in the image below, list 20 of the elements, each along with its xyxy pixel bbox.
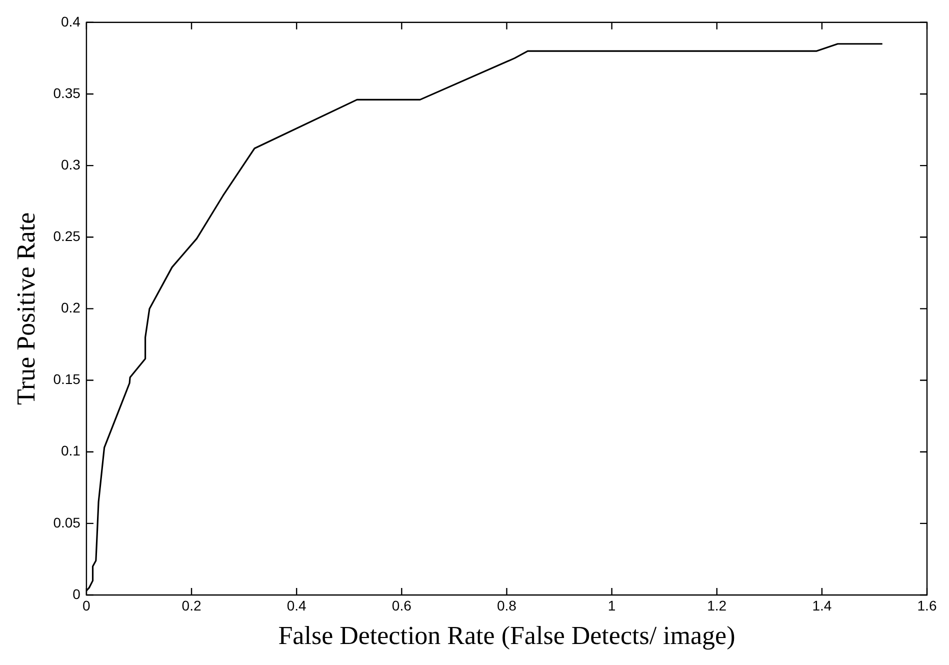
x-tick-label: 0.2 [182, 597, 202, 614]
y-tick-label: 0.2 [60, 300, 81, 316]
y-tick-label: 0.4 [60, 13, 81, 30]
y-tick-label: 0.25 [53, 228, 81, 244]
y-tick-label: 0.3 [60, 156, 81, 172]
y-tick-label: 0.35 [53, 84, 81, 101]
x-tick-label: 1.2 [707, 597, 727, 614]
y-tick-label: 0.15 [53, 371, 81, 388]
x-tick-label: 0.6 [392, 597, 412, 614]
y-tick-label: 0 [72, 586, 81, 602]
y-tick-label: 0.05 [53, 514, 81, 530]
x-tick-label: 1.4 [812, 597, 832, 614]
x-tick-label: 0.8 [496, 597, 517, 614]
x-axis-title: False Detection Rate (False Detects/ image) [278, 621, 736, 650]
y-tick-label: 0.1 [60, 442, 81, 459]
y-axis-title: True Positive Rate [11, 212, 40, 406]
x-tick-label: 1 [608, 597, 616, 614]
x-tick-label: 1.6 [917, 597, 937, 614]
x-tick-label: 0 [82, 597, 91, 614]
x-tick-label: 0.4 [286, 597, 307, 614]
